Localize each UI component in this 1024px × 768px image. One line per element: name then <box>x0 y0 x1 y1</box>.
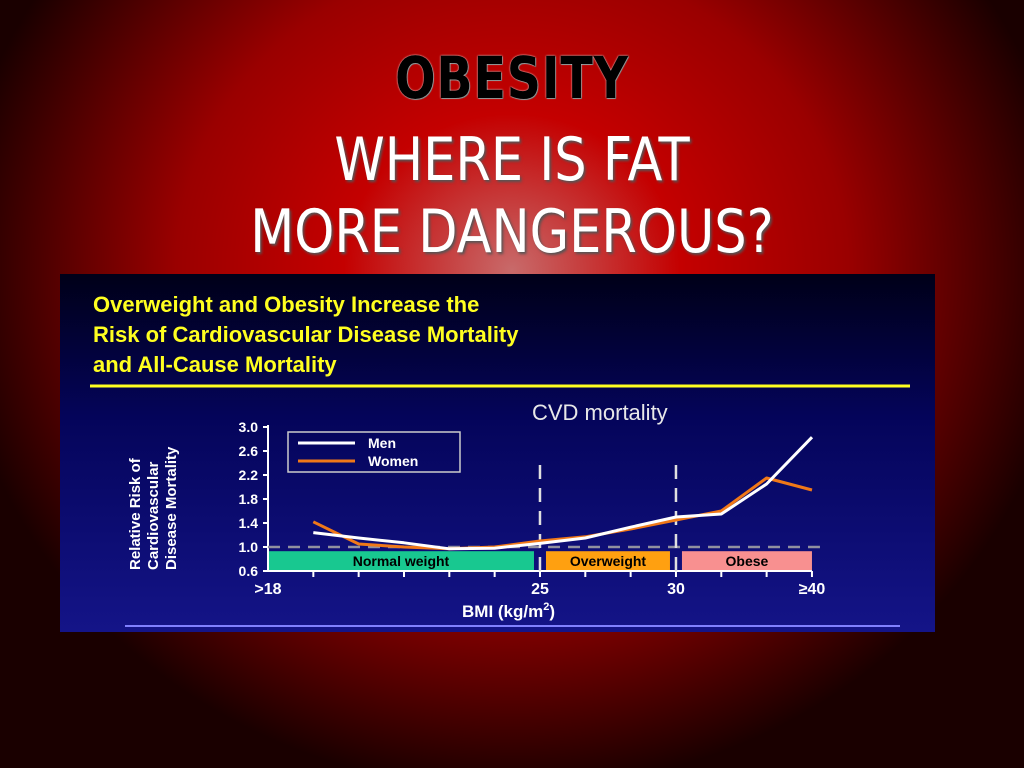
chart-title-line-1: Overweight and Obesity Increase the <box>93 292 479 317</box>
subtitle-line-1: WHERE IS FAT <box>334 125 690 195</box>
slide-subtitle: WHERE IS FAT MORE DANGEROUS? <box>77 124 947 268</box>
y-axis-label-line-1: Relative Risk of <box>127 457 144 570</box>
plot-area: Normal weight Overweight Obese 3.0 2.6 2.2 1.8… <box>239 419 826 598</box>
slide-title: OBESITY <box>395 44 629 112</box>
chart-title-line-3: and All-Cause Mortality <box>93 352 337 377</box>
x-tick-label: 25 <box>531 581 549 598</box>
series-line-women <box>312 476 813 551</box>
y-tick-label: 0.6 <box>239 563 259 579</box>
x-tick-label: 30 <box>667 581 685 598</box>
x-axis-label: BMI (kg/m2) <box>462 601 555 621</box>
series-line-men <box>313 436 814 551</box>
band-label: Overweight <box>570 553 647 569</box>
subtitle-line-2: MORE DANGEROUS? <box>250 197 774 267</box>
y-axis-label-line-3: Disease Mortality <box>163 446 180 570</box>
y-tick-label: 1.8 <box>239 491 259 507</box>
y-tick-label: 1.0 <box>239 539 259 555</box>
chart-title-line-2: Risk of Cardiovascular Disease Mortality <box>93 322 519 347</box>
legend: Men Women <box>287 431 461 473</box>
y-tick-label: 2.6 <box>239 443 259 459</box>
y-axis-label-line-2: Cardiovascular <box>145 461 162 570</box>
band-0 <box>268 551 534 570</box>
y-tick-label: 1.4 <box>239 515 259 531</box>
x-tick-label: ≥40 <box>799 581 826 598</box>
chart-subtitle: CVD mortality <box>532 400 668 425</box>
legend-box <box>287 431 461 473</box>
x-tick-label: >18 <box>254 581 281 598</box>
legend-label-men: Men <box>368 435 396 451</box>
band-1 <box>545 551 670 570</box>
band-2 <box>681 551 812 570</box>
y-axis-label: Relative Risk of Cardiovascular Disease … <box>127 446 180 570</box>
band-label: Obese <box>726 553 769 569</box>
band-label: Normal weight <box>353 553 450 569</box>
chart-panel <box>60 274 935 632</box>
y-tick-label: 3.0 <box>239 419 259 435</box>
legend-label-women: Women <box>368 453 418 469</box>
y-tick-label: 2.2 <box>239 467 259 483</box>
